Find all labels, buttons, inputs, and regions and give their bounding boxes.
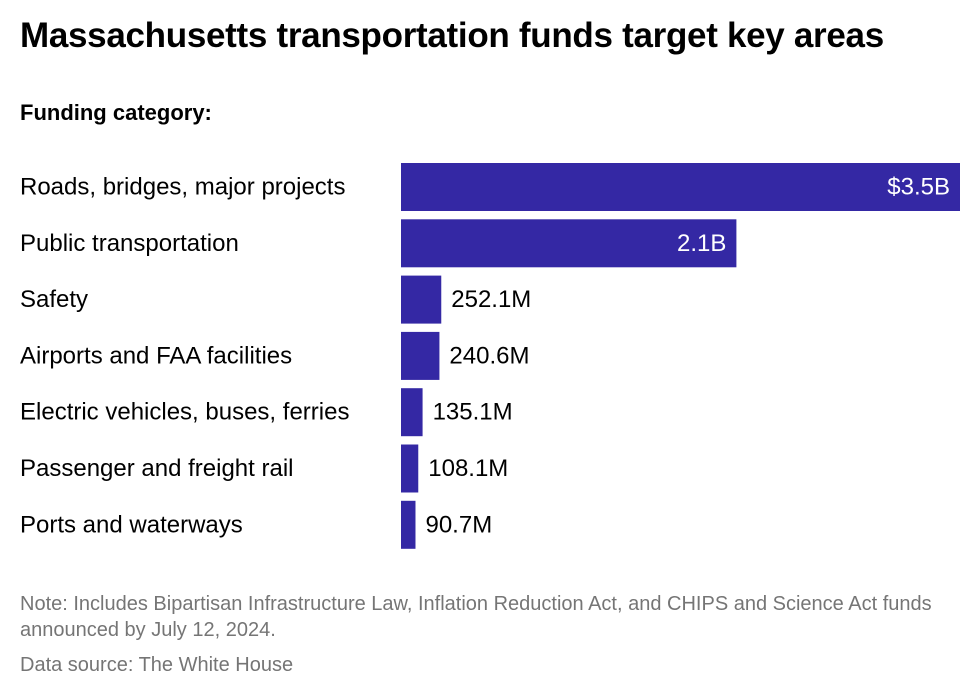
category-label: Airports and FAA facilities [20,342,292,369]
chart-note: Note: Includes Bipartisan Infrastructure… [20,593,932,641]
data-label: 240.6M [449,342,529,369]
category-label: Passenger and freight rail [20,455,294,482]
data-source: Data source: The White House [20,654,294,676]
data-label: 90.7M [425,511,492,538]
data-label: $3.5B [887,174,950,201]
data-label: 135.1M [433,399,513,426]
chart-title: Massachusetts transportation funds targe… [20,16,884,55]
bar [401,444,419,493]
bar [401,163,960,211]
data-label: 108.1M [428,455,508,482]
bar [401,275,442,324]
category-label: Ports and waterways [20,511,243,538]
data-label: 252.1M [451,286,531,313]
bar-chart: Roads, bridges, major projects $3.5B Publi… [20,163,960,549]
data-label: 2.1B [677,230,726,257]
bar [401,500,416,549]
bar [401,388,423,437]
category-label: Safety [20,286,88,313]
bar [401,331,440,380]
category-label: Electric vehicles, buses, ferries [20,399,349,426]
bar [401,219,737,268]
category-header: Funding category: [20,100,212,125]
category-label: Roads, bridges, major projects [20,174,345,201]
category-label: Public transportation [20,230,239,257]
